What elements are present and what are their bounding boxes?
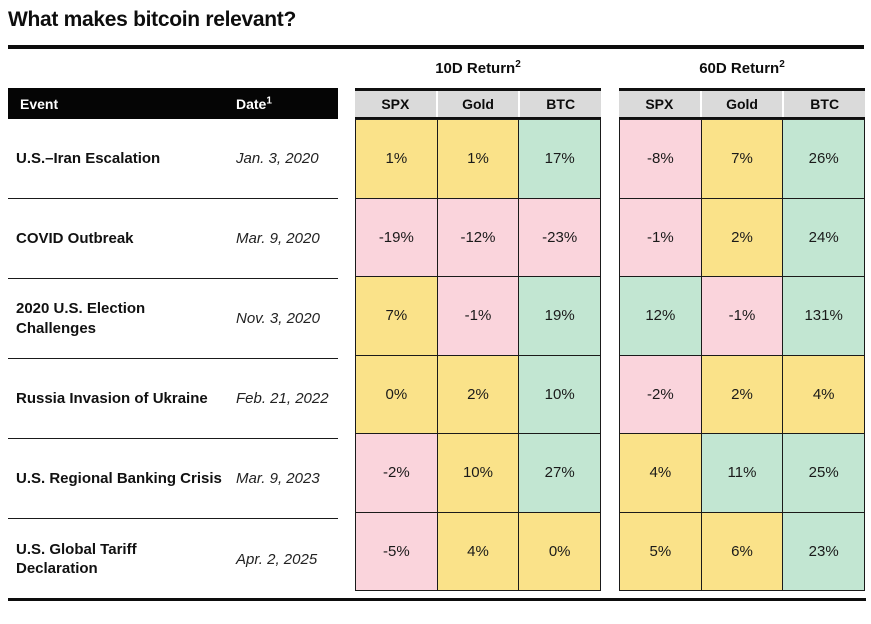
values-body-10d: 1% 1% 17% -19% -12% -23% 7% -1% 19% 0% 2% 10% -2% 10%… bbox=[355, 119, 601, 591]
return-cell: 24% bbox=[782, 197, 865, 277]
event-name: Russia Invasion of Ukraine bbox=[16, 389, 208, 407]
column-header-gold-10d: Gold bbox=[437, 91, 519, 117]
return-cell: 7% bbox=[355, 276, 438, 356]
event-row-2: 2020 U.S. Election Challenges Nov. 3, 202… bbox=[8, 279, 338, 359]
return-cell: -19% bbox=[355, 197, 438, 277]
page-title: What makes bitcoin relevant? bbox=[8, 8, 297, 31]
event-column-header: Event bbox=[20, 95, 59, 112]
column-header-btc-60d: BTC bbox=[784, 91, 866, 117]
return-cell: 26% bbox=[782, 119, 865, 199]
return-cell: 12% bbox=[619, 276, 702, 356]
return-cell: -1% bbox=[436, 276, 520, 356]
return-cell: -5% bbox=[355, 511, 438, 591]
title-rule bbox=[8, 45, 864, 49]
group-title-text-10d: 10D Return bbox=[435, 60, 516, 77]
return-cell: -12% bbox=[436, 197, 520, 277]
event-date: Apr. 2, 2025 bbox=[236, 550, 318, 568]
values-row-2-10d: 7% -1% 19% bbox=[355, 276, 601, 356]
values-table-60d: -8% 7% 26% -1% 2% 24% 12% -1% 131% -2% 2% 4% 4% 11% 25… bbox=[619, 119, 865, 591]
events-table: Event Date1 U.S.–Iran Escalation Jan. 3, … bbox=[8, 88, 338, 599]
events-header-bar: Event Date1 bbox=[8, 88, 338, 119]
group-title-footnote-marker-10d: 2 bbox=[515, 59, 521, 70]
event-row-4: U.S. Regional Banking Crisis Mar. 9, 2023 bbox=[8, 439, 338, 519]
return-cell: 25% bbox=[782, 433, 865, 513]
values-row-5-60d: 5% 6% 23% bbox=[619, 511, 865, 591]
return-group-60d: 60D Return2 SPX Gold BTC -8% 7% 26% -1% 2% 24% 1… bbox=[619, 60, 866, 591]
return-cell: 0% bbox=[518, 511, 601, 591]
return-cell: 4% bbox=[436, 511, 520, 591]
return-cell: -1% bbox=[700, 276, 784, 356]
values-table-10d: 1% 1% 17% -19% -12% -23% 7% -1% 19% 0% 2% 10% -2% 10%… bbox=[355, 119, 601, 591]
return-cell: 2% bbox=[436, 354, 520, 434]
group-title-text-60d: 60D Return bbox=[699, 60, 780, 77]
return-cell: 4% bbox=[782, 354, 865, 434]
return-cell: 19% bbox=[518, 276, 601, 356]
values-body-60d: -8% 7% 26% -1% 2% 24% 12% -1% 131% -2% 2% 4% 4% 11% 25… bbox=[619, 119, 865, 591]
event-date: Mar. 9, 2023 bbox=[236, 470, 320, 487]
return-cell: -1% bbox=[619, 197, 702, 277]
bottom-rule bbox=[8, 598, 866, 601]
return-cell: 1% bbox=[436, 119, 520, 199]
return-cell: -23% bbox=[518, 197, 601, 277]
return-cell: 10% bbox=[518, 354, 601, 434]
column-headers-60d: SPX Gold BTC bbox=[619, 88, 866, 119]
event-row-1: COVID Outbreak Mar. 9, 2020 bbox=[8, 199, 338, 279]
return-cell: 10% bbox=[436, 433, 520, 513]
column-header-btc-10d: BTC bbox=[520, 91, 602, 117]
return-cell: 2% bbox=[700, 197, 784, 277]
return-group-10d: 10D Return2 SPX Gold BTC 1% 1% 17% -19% -12% -2… bbox=[355, 60, 602, 591]
column-header-gold-60d: Gold bbox=[701, 91, 783, 117]
return-cell: 5% bbox=[619, 511, 702, 591]
values-row-5-10d: -5% 4% 0% bbox=[355, 511, 601, 591]
event-name: 2020 U.S. Election Challenges bbox=[16, 300, 146, 337]
group-title-footnote-marker-60d: 2 bbox=[779, 59, 785, 70]
event-date: Jan. 3, 2020 bbox=[236, 150, 319, 167]
event-name: COVID Outbreak bbox=[16, 229, 134, 247]
return-cell: -8% bbox=[619, 119, 702, 199]
events-rows: U.S.–Iran Escalation Jan. 3, 2020 COVID Ou… bbox=[8, 119, 338, 599]
return-cell: 131% bbox=[782, 276, 865, 356]
values-row-4-60d: 4% 11% 25% bbox=[619, 433, 865, 513]
return-cell: -2% bbox=[619, 354, 702, 434]
values-row-3-60d: -2% 2% 4% bbox=[619, 354, 865, 434]
values-row-4-10d: -2% 10% 27% bbox=[355, 433, 601, 513]
return-cell: 4% bbox=[619, 433, 702, 513]
event-date: Feb. 21, 2022 bbox=[236, 390, 329, 407]
column-headers-10d: SPX Gold BTC bbox=[355, 88, 602, 119]
date-header-footnote-marker: 1 bbox=[266, 94, 272, 106]
values-row-0-60d: -8% 7% 26% bbox=[619, 119, 865, 199]
values-row-2-60d: 12% -1% 131% bbox=[619, 276, 865, 356]
return-cell: 11% bbox=[700, 433, 784, 513]
event-row-5: U.S. Global Tariff Declaration Apr. 2, 20… bbox=[8, 519, 338, 599]
event-name: U.S. Global Tariff Declaration bbox=[16, 540, 137, 578]
values-row-1-10d: -19% -12% -23% bbox=[355, 197, 601, 277]
return-cell: 27% bbox=[518, 433, 601, 513]
return-cell: 1% bbox=[355, 119, 438, 199]
group-title-60d: 60D Return2 bbox=[619, 60, 865, 88]
values-row-0-10d: 1% 1% 17% bbox=[355, 119, 601, 199]
return-cell: 23% bbox=[782, 511, 865, 591]
return-cell: 2% bbox=[700, 354, 784, 434]
return-cell: -2% bbox=[355, 433, 438, 513]
values-row-1-60d: -1% 2% 24% bbox=[619, 197, 865, 277]
date-column-header: Date1 bbox=[236, 94, 272, 112]
group-title-10d: 10D Return2 bbox=[355, 60, 601, 88]
return-cell: 7% bbox=[700, 119, 784, 199]
event-row-0: U.S.–Iran Escalation Jan. 3, 2020 bbox=[8, 119, 338, 199]
column-header-spx-60d: SPX bbox=[619, 91, 700, 117]
return-cell: 6% bbox=[700, 511, 784, 591]
event-date: Mar. 9, 2020 bbox=[236, 230, 320, 247]
event-date: Nov. 3, 2020 bbox=[236, 310, 320, 327]
return-cell: 17% bbox=[518, 119, 601, 199]
date-header-text: Date bbox=[236, 95, 267, 112]
event-name: U.S.–Iran Escalation bbox=[16, 149, 161, 167]
event-name: U.S. Regional Banking Crisis bbox=[16, 469, 222, 487]
values-row-3-10d: 0% 2% 10% bbox=[355, 354, 601, 434]
event-row-3: Russia Invasion of Ukraine Feb. 21, 2022 bbox=[8, 359, 338, 439]
return-cell: 0% bbox=[355, 354, 438, 434]
column-header-spx-10d: SPX bbox=[355, 91, 436, 117]
